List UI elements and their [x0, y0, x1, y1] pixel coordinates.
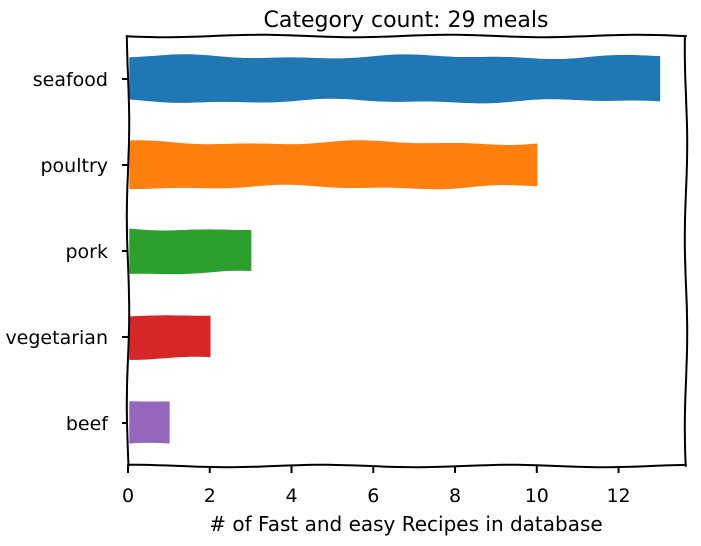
x-tick-label: 10 — [525, 485, 549, 507]
y-tick-label-seafood: seafood — [33, 69, 108, 91]
x-tick-label: 8 — [449, 485, 461, 507]
bar-pork — [129, 228, 252, 275]
x-tick-label: 12 — [606, 485, 630, 507]
x-tick-label: 4 — [285, 485, 297, 507]
bar-vegetarian — [129, 315, 211, 360]
y-tick-label-pork: pork — [66, 241, 109, 263]
y-tick-label-beef: beef — [66, 413, 109, 435]
y-tick-label-poultry: poultry — [40, 155, 108, 177]
y-tick-label-vegetarian: vegetarian — [5, 327, 108, 349]
bar-poultry — [129, 140, 538, 190]
x-tick-label: 2 — [204, 485, 216, 507]
x-axis-label: # of Fast and easy Recipes in database — [209, 512, 602, 536]
bars-group — [129, 54, 661, 444]
x-ticks: 0 2 4 6 8 10 12 — [122, 466, 631, 507]
y-tick-labels: seafood poultry pork vegetarian beef — [5, 69, 128, 435]
plot-frame — [125, 33, 689, 469]
x-tick-label: 6 — [367, 485, 379, 507]
x-tick-label: 0 — [122, 485, 134, 507]
bar-beef — [129, 401, 170, 444]
bar-seafood — [129, 54, 661, 104]
chart-title: Category count: 29 meals — [264, 8, 549, 33]
